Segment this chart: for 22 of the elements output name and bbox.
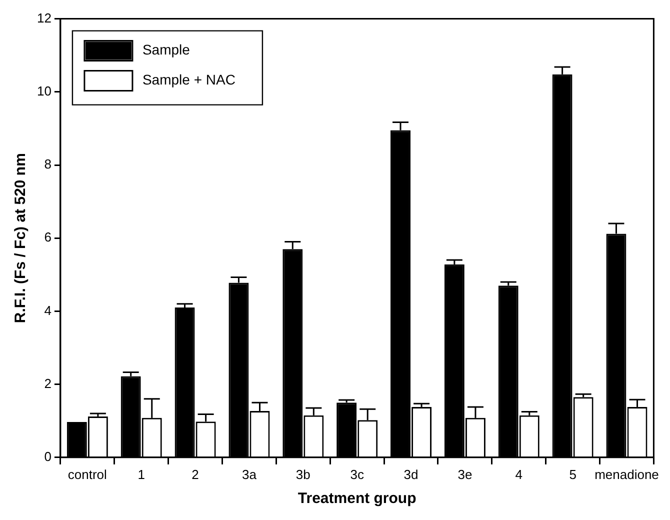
x-tick-label: 4 [515, 466, 522, 482]
y-axis-title: R.F.I. (Fs / Fc) at 520 nm [12, 153, 30, 324]
y-tick-label: 8 [44, 156, 52, 172]
y-tick-label: 12 [36, 10, 52, 26]
x-tick-label: 2 [192, 466, 199, 482]
y-tick-label: 2 [44, 376, 52, 391]
y-tick-label: 4 [44, 302, 52, 318]
x-tick-label: 3a [242, 466, 258, 482]
legend-label: Sample + NAC [142, 72, 236, 88]
y-tick-label: 0 [44, 448, 52, 464]
x-tick-label: 3b [296, 466, 310, 482]
y-tick-label: 10 [36, 83, 52, 98]
legend-label: Sample [142, 42, 190, 58]
x-tick-label: 3e [458, 466, 472, 482]
x-tick-label: control [68, 466, 108, 482]
x-tick-label: 1 [138, 466, 145, 482]
y-tick-label: 6 [44, 230, 52, 245]
x-tick-label: menadione [594, 466, 659, 482]
x-tick-label: 3c [350, 466, 364, 482]
x-axis-title: Treatment group [298, 490, 416, 508]
x-tick-label: 3d [404, 466, 418, 482]
x-tick-label: 5 [569, 466, 576, 482]
